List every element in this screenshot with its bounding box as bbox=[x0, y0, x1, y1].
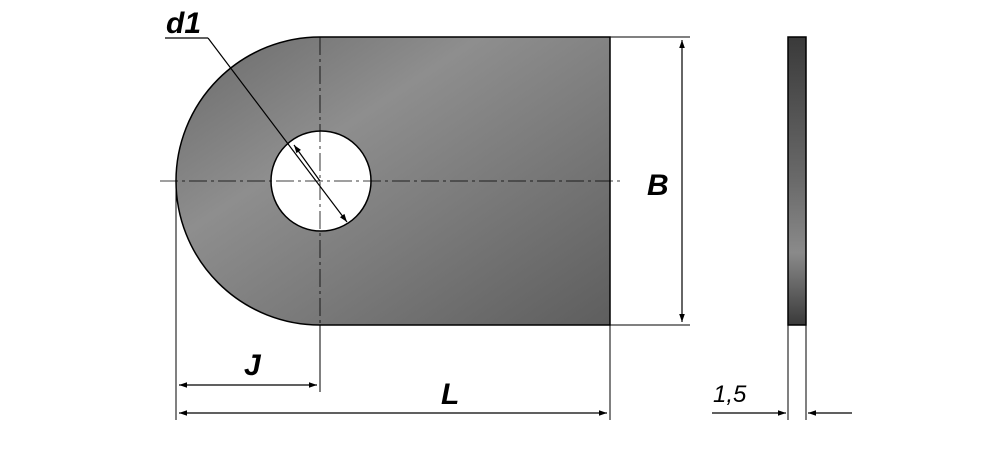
side-view-edge bbox=[787, 36, 807, 326]
l-label: L bbox=[441, 378, 459, 411]
thickness-label: 1,5 bbox=[713, 381, 747, 408]
j-label: J bbox=[244, 349, 262, 382]
b-label: B bbox=[647, 169, 669, 202]
d1-dimension-arrow bbox=[293, 144, 321, 182]
d1-label: d1 bbox=[166, 7, 201, 40]
d1-leader-line bbox=[207, 37, 348, 223]
